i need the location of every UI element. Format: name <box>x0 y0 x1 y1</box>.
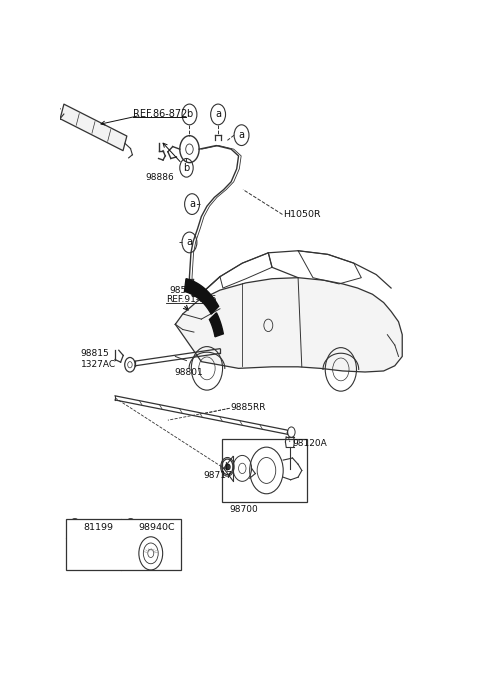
Text: b: b <box>128 522 134 532</box>
Polygon shape <box>209 313 223 336</box>
Text: a: a <box>239 130 244 140</box>
Text: 98717: 98717 <box>203 471 232 480</box>
Text: 98801: 98801 <box>175 368 204 377</box>
Polygon shape <box>60 104 127 151</box>
Text: 1327AC: 1327AC <box>81 360 116 369</box>
Text: a: a <box>189 199 195 209</box>
Text: REF.86-872: REF.86-872 <box>132 110 187 119</box>
Text: a: a <box>215 110 221 119</box>
Polygon shape <box>184 279 219 314</box>
Text: 81199: 81199 <box>84 523 113 532</box>
Text: b: b <box>186 110 192 119</box>
Bar <box>222 439 307 501</box>
Text: H1050R: H1050R <box>283 210 321 219</box>
Text: 98886: 98886 <box>145 173 174 182</box>
Text: 9885RR: 9885RR <box>230 402 266 412</box>
Circle shape <box>225 464 229 470</box>
Text: 98120A: 98120A <box>292 439 327 448</box>
Text: 98700: 98700 <box>229 505 258 513</box>
Text: b: b <box>183 163 190 173</box>
Text: b: b <box>224 462 230 472</box>
Text: REF.91-986: REF.91-986 <box>166 295 216 304</box>
Polygon shape <box>175 278 402 372</box>
Bar <box>66 519 181 571</box>
Text: 98815: 98815 <box>81 349 109 358</box>
Text: a: a <box>186 238 192 248</box>
Text: a: a <box>72 522 78 532</box>
Text: 98940C: 98940C <box>139 523 176 532</box>
Text: 98516: 98516 <box>170 286 199 295</box>
